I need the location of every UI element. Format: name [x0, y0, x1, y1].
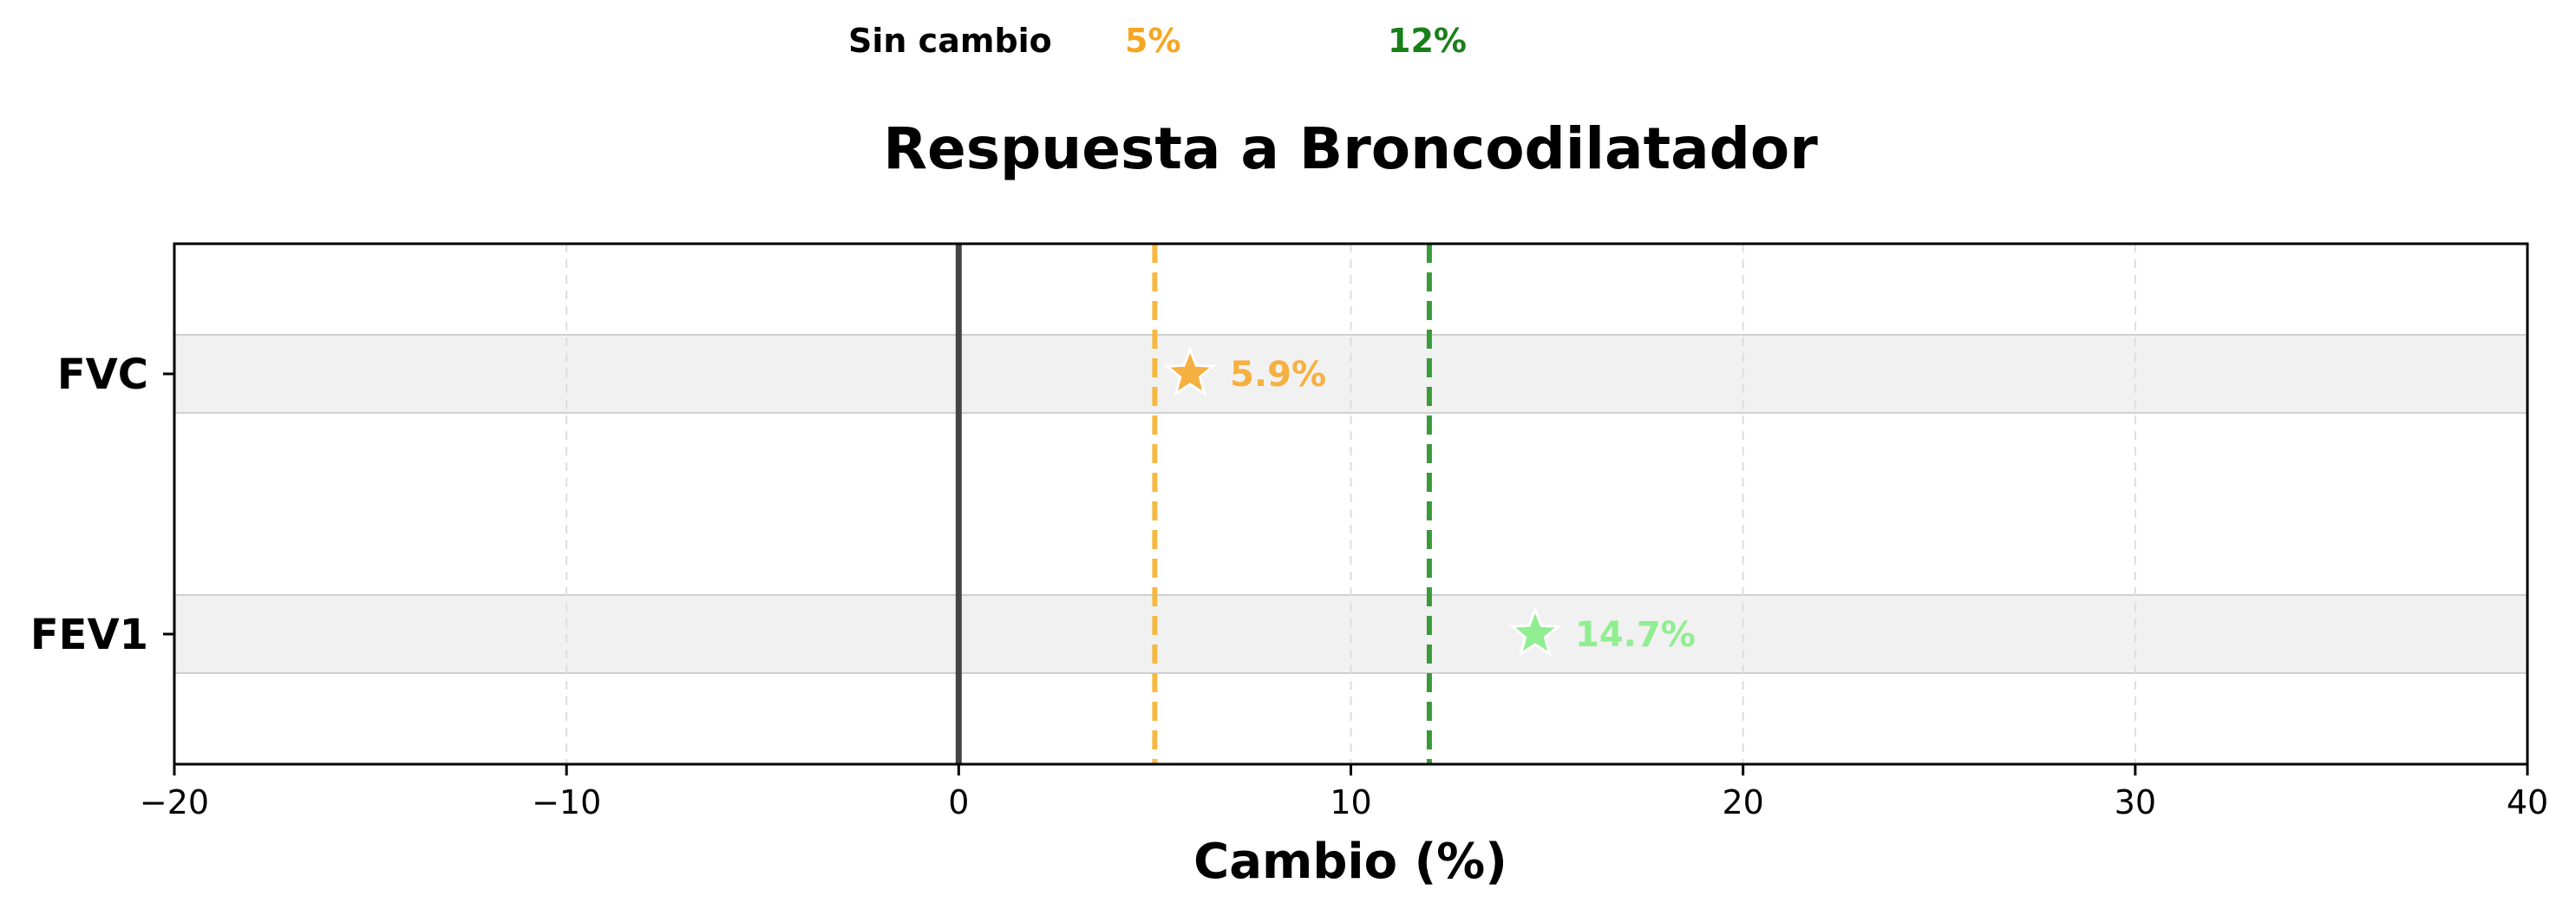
y-tick-label: FEV1 [30, 611, 148, 659]
star-icon [1508, 605, 1562, 658]
legend-label-12pct: 12% [1388, 22, 1467, 60]
grid-lines [566, 244, 2136, 764]
y-tick-label: FVC [57, 350, 148, 399]
chart-title: Respuesta a Broncodilatador [883, 115, 1818, 182]
reference-lines [955, 244, 1432, 764]
x-tick-label: −20 [140, 783, 209, 821]
data-label: 5.9% [1230, 355, 1326, 395]
y-axis-ticks: FVC FEV1 [30, 350, 174, 659]
legend: Sin cambio 5% 12% [848, 22, 1467, 60]
legend-label-no-change: Sin cambio [848, 22, 1052, 60]
data-label: 14.7% [1575, 615, 1696, 655]
x-tick-label: −10 [532, 783, 601, 821]
x-tick-label: 30 [2115, 783, 2156, 821]
legend-label-5pct: 5% [1125, 22, 1181, 60]
x-tick-label: 10 [1330, 783, 1371, 821]
x-tick-label: 0 [948, 783, 969, 821]
data-points: 5.9% 14.7% [1163, 345, 1696, 658]
x-axis-label: Cambio (%) [1193, 834, 1507, 890]
x-tick-label: 40 [2507, 783, 2548, 821]
x-axis-ticks: −20 −10 0 10 20 30 40 [140, 764, 2548, 821]
star-icon [1163, 345, 1217, 397]
x-tick-label: 20 [1722, 783, 1763, 821]
